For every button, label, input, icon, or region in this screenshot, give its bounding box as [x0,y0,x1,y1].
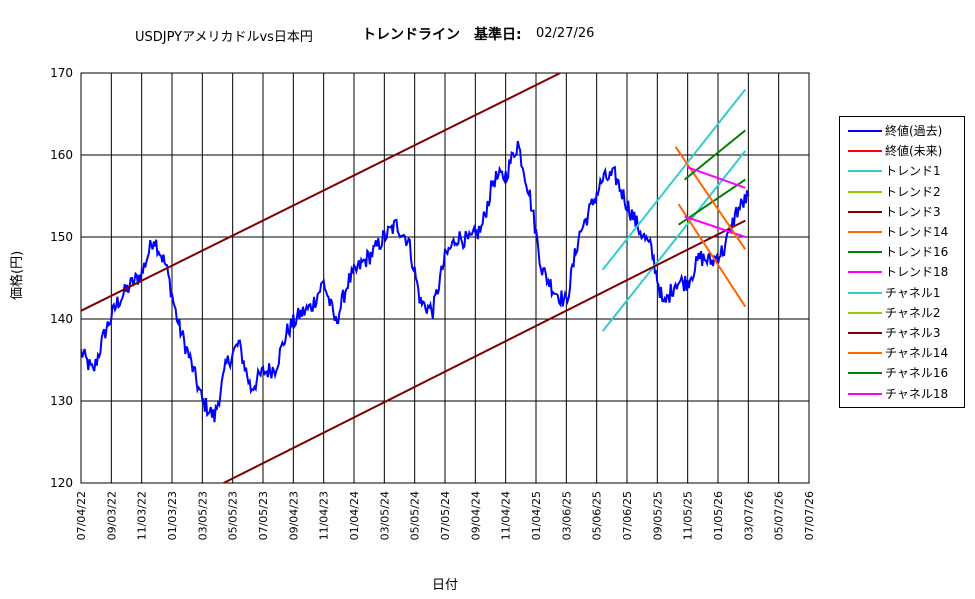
x-tick-label: 03/05/23 [196,491,209,540]
legend-item: トレンド18 [840,265,964,279]
legend-label: トレンド3 [885,204,941,219]
chart-subtitle: トレンドライン 基準日: [362,27,522,43]
legend-label: 終値(未来) [885,144,943,159]
legend-label: チャネル16 [885,366,949,381]
x-tick-label: 09/04/23 [287,491,300,540]
legend-label: チャネル18 [885,386,949,401]
legend: 終値(過去) 終値(未来) トレンド1 トレンド2 トレンド3 トレンド14 トレンド16 ト… [839,116,965,408]
legend-item: チャネル14 [840,346,964,360]
legend-label: チャネル3 [885,326,941,340]
x-tick-label: 05/05/24 [409,491,422,540]
x-tick-label: 03/07/26 [742,491,755,540]
legend-label: トレンド14 [885,225,949,239]
legend-label: トレンド1 [885,164,941,179]
y-tick-label: 170 [50,66,73,80]
legend-swatch [848,271,882,274]
legend-item: トレンド16 [840,245,964,259]
legend-swatch [848,352,882,355]
legend-label: チャネル1 [885,285,941,300]
series-line-12 [683,129,746,181]
legend-label: チャネル14 [885,346,949,361]
series-line-13 [687,166,746,189]
x-tick-label: 01/03/23 [166,491,179,540]
x-tick-label: 11/03/22 [136,491,149,540]
x-tick-label: 01/04/25 [530,491,543,540]
series-line-8 [601,88,747,271]
legend-swatch [848,210,882,213]
x-tick-label: 07/05/24 [439,491,452,540]
x-tick-label: 07/05/23 [257,491,270,540]
y-tick-label: 120 [50,476,73,490]
x-tick-label: 11/05/25 [682,491,695,540]
x-tick-label: 05/07/26 [773,491,786,540]
x-tick-label: 09/04/24 [469,491,482,540]
legend-item: チャネル2 [840,306,964,320]
x-tick-label: 09/03/22 [105,491,118,540]
legend-item: 終値(未来) [840,144,964,158]
legend-item: トレンド3 [840,205,964,219]
y-tick-label: 150 [50,230,73,244]
legend-swatch [848,311,882,314]
legend-swatch [848,170,882,173]
x-tick-label: 07/06/25 [621,491,634,540]
legend-item: チャネル1 [840,286,964,300]
x-tick-label: 05/05/23 [227,491,240,540]
legend-swatch [848,332,882,334]
legend-swatch [848,392,882,395]
legend-swatch [848,251,882,254]
y-tick-label: 140 [50,312,73,326]
y-tick-label: 160 [50,148,73,162]
legend-swatch [848,130,882,132]
x-axis-title: 日付 [432,578,459,593]
legend-item: トレンド2 [840,185,964,199]
legend-swatch [848,190,882,193]
series-line-11 [674,146,747,250]
legend-item: チャネル16 [840,366,964,380]
x-tick-label: 01/04/24 [348,491,361,540]
chart-title: USDJPYアメリカドルvs日本円 [135,30,313,45]
x-tick-label: 07/04/22 [75,491,88,540]
legend-label: 終値(過去) [885,124,943,138]
series-line-close-past [81,140,750,423]
x-tick-label: 07/07/26 [803,491,816,540]
x-tick-label: 09/05/25 [651,491,664,540]
legend-label: トレンド2 [885,184,941,199]
series-line-4 [223,219,746,483]
x-tick-label: 03/05/24 [378,491,391,540]
x-tick-label: 11/04/24 [500,491,513,540]
x-tick-label: 03/06/25 [560,491,573,540]
y-tick-label: 130 [50,394,73,408]
legend-item: チャネル18 [840,387,964,401]
plot-border [80,72,810,484]
x-tick-label: 05/06/25 [591,491,604,540]
legend-label: チャネル2 [885,305,941,320]
legend-swatch [848,150,882,153]
chart-base-date: 02/27/26 [536,26,595,41]
legend-item: チャネル3 [840,326,964,340]
legend-swatch [848,231,882,233]
series-line-10 [81,73,561,312]
x-tick-label: 11/04/23 [318,491,331,540]
legend-item: 終値(過去) [840,124,964,138]
legend-item: トレンド14 [840,225,964,239]
legend-label: トレンド16 [885,245,949,260]
legend-swatch [848,372,882,375]
x-tick-label: 01/05/26 [712,491,725,540]
series-line-5 [677,203,747,308]
series-line-2 [601,150,747,332]
legend-swatch [848,291,882,294]
legend-label: トレンド18 [885,265,949,280]
legend-item: トレンド1 [840,164,964,178]
